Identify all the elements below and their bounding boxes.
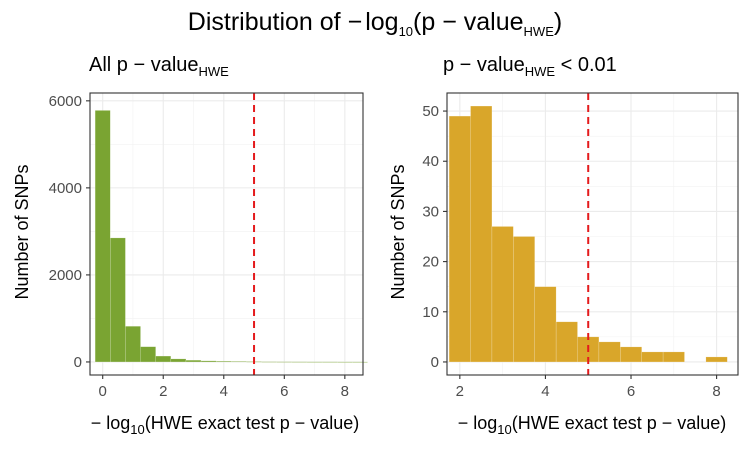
panel-all-bar — [306, 361, 323, 363]
panel-all-bar — [110, 237, 126, 363]
panel-filtered-xtick-label: 6 — [627, 383, 635, 400]
panel-filtered-bar — [620, 346, 642, 363]
panel-filtered-border — [446, 92, 739, 376]
panel-all-xtick-label: 6 — [280, 383, 288, 400]
panel-all-bar — [291, 361, 308, 363]
panel-filtered-bar — [662, 351, 685, 363]
figure-title: Distribution of − log10(p − valueHWE) — [188, 8, 562, 39]
panel-filtered-plot: 2 4 6 8 0 10 20 30 40 50 — [422, 92, 739, 400]
panel-filtered-bar — [513, 236, 535, 363]
panel-filtered-xlabel: − log10(HWE exact test p − value) — [458, 413, 727, 437]
panel-all-ytick-label: 4000 — [49, 180, 82, 197]
panel-all-bar — [200, 360, 217, 363]
panel-all-bar — [231, 361, 247, 363]
panel-filtered-ytick-label: 0 — [431, 354, 439, 371]
panel-all-xlabel: − log10(HWE exact test p − value) — [91, 413, 360, 437]
panel-all-xtick-label: 4 — [220, 383, 228, 400]
panel-all-bar — [215, 360, 232, 363]
panel-all-bar — [276, 361, 293, 363]
panel-all-bar — [94, 110, 111, 363]
panel-all-xtick-label: 0 — [99, 383, 107, 400]
panel-all-bar — [155, 355, 172, 363]
panel-filtered-ytick-label: 40 — [422, 153, 439, 170]
panel-all-ytick-label: 0 — [74, 354, 82, 371]
panel-all-bar — [261, 361, 277, 363]
panel-all-ylabel: Number of SNPs — [12, 164, 32, 299]
panel-all-xtick-label: 8 — [341, 383, 349, 400]
panel-filtered: p − valueHWE < 0.01 Number of SNPs − log… — [388, 54, 739, 437]
panel-filtered-title: p − valueHWE < 0.01 — [443, 54, 617, 79]
panel-all-bar — [321, 361, 338, 363]
panel-all-bar — [170, 358, 187, 363]
panel-all-bar — [125, 326, 141, 363]
panel-filtered-xtick-label: 8 — [712, 383, 720, 400]
panel-filtered-bar — [534, 286, 557, 363]
panel-filtered-ytick-label: 10 — [422, 304, 439, 321]
panel-all-bar — [352, 361, 368, 363]
panel-all-ytick-label: 6000 — [49, 93, 82, 110]
panel-all-bar — [337, 361, 353, 363]
panel-all: All p − valueHWE Number of SNPs − log10(… — [12, 54, 368, 437]
panel-filtered-bar — [641, 351, 664, 363]
panel-filtered-ytick-label: 30 — [422, 203, 439, 220]
panel-filtered-bar — [555, 321, 578, 363]
panel-all-border — [89, 92, 364, 376]
panel-filtered-xtick-label: 2 — [456, 383, 464, 400]
panel-filtered-xtick-label: 4 — [541, 383, 549, 400]
panel-all-bar — [140, 346, 156, 363]
panel-filtered-ylabel: Number of SNPs — [388, 164, 408, 299]
panel-filtered-ytick-label: 50 — [422, 103, 439, 120]
panel-all-plot: 0 2 4 6 8 0 2000 4000 6000 — [49, 92, 368, 400]
panel-all-ytick-label: 2000 — [49, 267, 82, 284]
panel-all-title: All p − valueHWE — [89, 54, 229, 79]
panel-filtered-ytick-label: 20 — [422, 254, 439, 271]
panel-all-xtick-label: 2 — [159, 383, 167, 400]
panel-filtered-bar — [448, 115, 471, 363]
panel-all-bar — [185, 359, 202, 363]
panel-filtered-bar — [598, 341, 621, 363]
panel-filtered-bar — [491, 226, 514, 363]
panel-filtered-bar — [470, 105, 493, 363]
panel-filtered-bar — [705, 356, 728, 363]
